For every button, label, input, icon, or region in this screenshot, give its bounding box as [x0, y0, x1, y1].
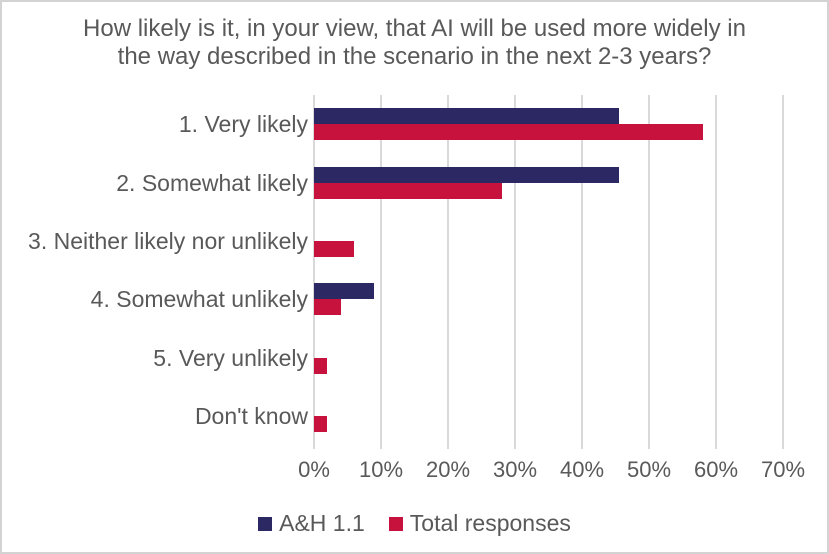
legend-label: Total responses	[409, 510, 571, 536]
bar	[314, 357, 328, 374]
category-label: 1. Very likely	[178, 111, 308, 138]
bar	[314, 182, 502, 199]
x-tick-label: 0%	[298, 457, 330, 482]
chart-title-line-1: How likely is it, in your view, that AI …	[83, 15, 746, 42]
bar	[314, 299, 341, 316]
category-label: Don't know	[194, 402, 308, 429]
gridline	[581, 95, 583, 449]
legend-swatch	[258, 516, 273, 531]
gridline	[715, 95, 717, 449]
category-label: 5. Very unlikely	[153, 344, 308, 371]
category-label: 2. Somewhat likely	[116, 169, 308, 196]
x-tick-label: 50%	[626, 457, 672, 482]
x-tick-label: 60%	[693, 457, 739, 482]
chart-title-line-2: the way described in the scenario in the…	[117, 43, 712, 70]
gridline	[782, 95, 784, 449]
legend-label: A&H 1.1	[279, 510, 365, 536]
bar	[314, 166, 619, 183]
legend-item: Total responses	[388, 510, 571, 537]
bar	[314, 283, 375, 300]
bar	[314, 108, 619, 125]
gridline	[313, 95, 315, 449]
category-label: 3. Neither likely nor unlikely	[28, 227, 308, 254]
x-tick-label: 70%	[760, 457, 806, 482]
x-tick-label: 30%	[492, 457, 538, 482]
legend: A&H 1.1 Total responses	[2, 510, 827, 537]
bar	[314, 124, 703, 141]
bar	[314, 415, 328, 432]
plot-area: 0% 10% 20% 30% 40% 50% 60% 70% 1. Very likely 2. …	[28, 95, 805, 482]
gridline	[447, 95, 449, 449]
gridline	[380, 95, 382, 449]
category-label: 4. Somewhat unlikely	[90, 286, 308, 313]
legend-swatch	[388, 516, 403, 531]
gridline	[514, 95, 516, 449]
legend-item: A&H 1.1	[258, 510, 365, 537]
x-tick-label: 40%	[559, 457, 605, 482]
bar	[314, 240, 355, 257]
x-tick-label: 20%	[425, 457, 471, 482]
gridline	[648, 95, 650, 449]
x-tick-label: 10%	[358, 457, 404, 482]
chart-title: How likely is it, in your view, that AI …	[2, 15, 827, 71]
